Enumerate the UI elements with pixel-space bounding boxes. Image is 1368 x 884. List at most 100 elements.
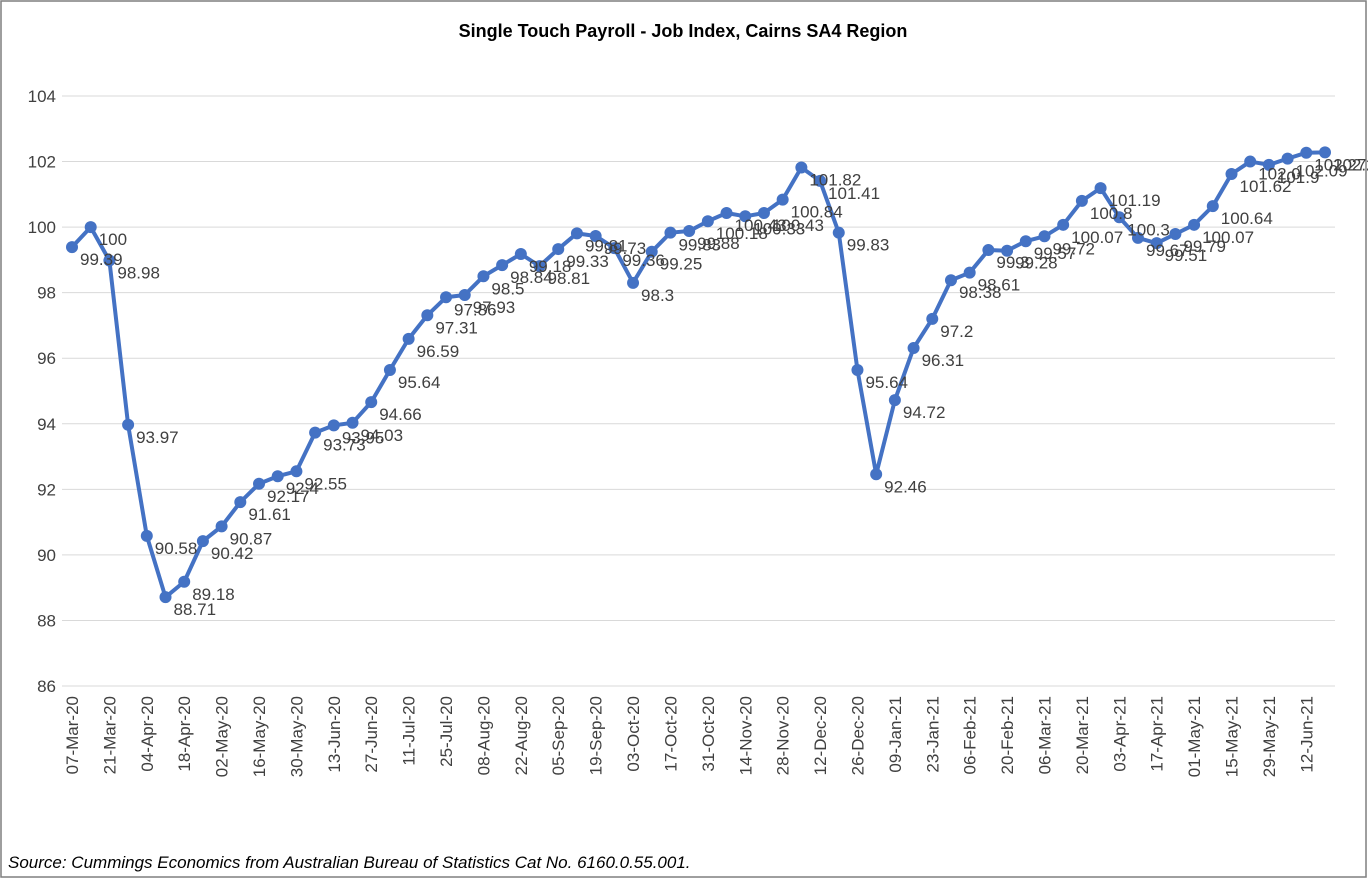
x-tick-label: 23-Jan-21 (923, 696, 942, 773)
data-label: 100.07 (1202, 228, 1254, 247)
data-label: 95.64 (398, 373, 441, 392)
x-tick-label: 08-Aug-20 (474, 696, 493, 775)
data-label: 99.88 (697, 234, 740, 253)
point (645, 245, 658, 258)
point (84, 221, 97, 234)
point (982, 244, 995, 257)
data-label: 99.79 (1183, 237, 1226, 256)
point (421, 309, 434, 322)
x-tick-label: 06-Mar-21 (1035, 696, 1054, 774)
data-label: 94.03 (361, 426, 404, 445)
x-tick-label: 16-May-20 (250, 696, 269, 777)
point (66, 241, 78, 254)
point (664, 226, 677, 239)
x-tick-label: 17-Apr-21 (1148, 696, 1167, 772)
point (589, 229, 602, 242)
data-label: 89.18 (192, 585, 235, 604)
x-tick-label: 13-Jun-20 (325, 696, 344, 773)
data-label: 96.31 (922, 351, 965, 370)
data-label: 97.86 (454, 300, 497, 319)
point (327, 419, 340, 432)
point (440, 291, 453, 304)
point (1019, 235, 1032, 248)
point (570, 227, 583, 240)
data-label: 98.5 (491, 279, 524, 298)
data-label: 90.87 (230, 529, 273, 548)
data-label: 101.62 (1239, 177, 1291, 196)
data-label: 99.28 (1015, 254, 1058, 273)
x-tick-label: 03-Oct-20 (624, 696, 643, 772)
x-tick-label: 17-Oct-20 (661, 696, 680, 772)
point (1169, 227, 1182, 240)
data-label: 99.73 (604, 239, 647, 258)
x-tick-label: 26-Dec-20 (848, 696, 867, 775)
point (1094, 182, 1107, 195)
point (832, 226, 845, 239)
point (739, 210, 752, 223)
x-tick-label: 25-Jul-20 (437, 696, 456, 767)
point (140, 529, 153, 542)
data-label: 98.84 (510, 268, 553, 287)
point (346, 416, 359, 429)
point (1057, 218, 1070, 231)
point (627, 276, 640, 289)
point (159, 591, 172, 604)
data-label: 99.25 (660, 255, 703, 274)
data-label: 100.43 (772, 216, 824, 235)
data-label: 100.43 (735, 216, 787, 235)
data-label: 99.36 (622, 251, 665, 270)
point (253, 477, 266, 490)
x-tick-label: 22-Aug-20 (512, 696, 531, 775)
point (290, 465, 303, 478)
x-tick-label: 19-Sep-20 (587, 696, 606, 775)
data-label: 101.9 (1277, 168, 1320, 187)
x-tick-label: 31-Oct-20 (699, 696, 718, 772)
point (402, 332, 415, 345)
x-tick-label: 27-Jun-20 (362, 696, 381, 773)
point (1188, 218, 1201, 231)
data-label: 92.4 (286, 479, 319, 498)
y-tick-label: 102 (28, 153, 56, 172)
point (963, 266, 976, 279)
source-note: Source: Cummings Economics from Australi… (8, 853, 691, 872)
data-label: 90.58 (155, 539, 198, 558)
x-tick-label: 30-May-20 (287, 696, 306, 777)
point (514, 247, 527, 260)
data-label: 93.95 (342, 428, 385, 447)
data-label: 94.72 (903, 403, 946, 422)
data-label: 101.82 (809, 170, 861, 189)
data-label: 99.3 (996, 253, 1029, 272)
data-label: 102.27 (1314, 156, 1366, 175)
data-label: 100.64 (1221, 209, 1273, 228)
x-tick-label: 20-Feb-21 (998, 696, 1017, 774)
point (1244, 155, 1257, 168)
x-tick-label: 11-Jul-20 (400, 696, 419, 766)
point (1131, 231, 1144, 244)
point (271, 470, 284, 483)
y-tick-label: 90 (37, 546, 56, 565)
data-label: 100.84 (791, 203, 843, 222)
y-tick-label: 86 (37, 677, 56, 696)
data-label: 92.46 (884, 477, 927, 496)
data-label: 102.28 (1333, 155, 1368, 174)
data-label: 100.3 (1127, 220, 1170, 239)
data-label: 98.81 (548, 269, 591, 288)
point (215, 520, 228, 533)
data-label: 95.64 (865, 373, 908, 392)
point (1150, 237, 1163, 250)
point (365, 396, 378, 409)
x-tick-label: 03-Apr-21 (1110, 696, 1129, 772)
y-tick-label: 92 (37, 480, 56, 499)
data-label: 100.07 (1071, 228, 1123, 247)
data-label: 99.39 (80, 250, 123, 269)
point (533, 260, 546, 273)
data-label: 98.98 (117, 264, 160, 283)
point (1206, 200, 1219, 213)
data-label: 92.55 (304, 474, 347, 493)
point (1262, 158, 1275, 171)
y-tick-label: 88 (37, 611, 56, 630)
data-label: 93.97 (136, 428, 179, 447)
point (458, 288, 471, 301)
data-label: 90.42 (211, 544, 254, 563)
